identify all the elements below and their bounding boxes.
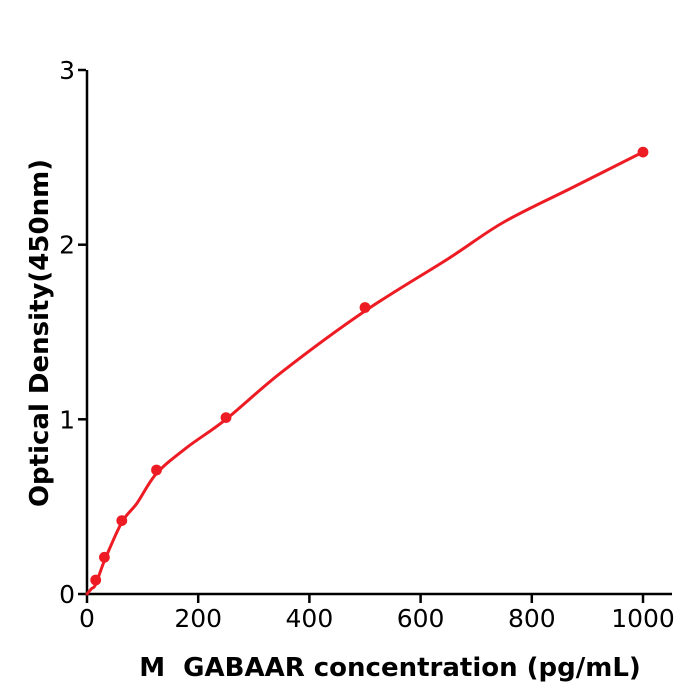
x-tick-label: 800 <box>508 604 556 633</box>
data-point <box>151 464 162 476</box>
x-tick-label: 400 <box>286 604 334 633</box>
data-point <box>359 302 371 313</box>
y-tick-label: 0 <box>59 580 75 609</box>
data-point <box>99 551 110 563</box>
data-point <box>90 574 102 586</box>
fit-curve <box>85 150 645 596</box>
data-point <box>220 412 232 423</box>
x-axis-title: M GABAAR concentration (pg/mL) <box>139 653 641 683</box>
y-tick-label: 1 <box>59 405 75 434</box>
x-tick-label: 0 <box>79 604 95 633</box>
x-tick-label: 1000 <box>611 604 675 633</box>
data-point <box>637 146 649 158</box>
x-tick-label: 200 <box>174 604 222 633</box>
data-point <box>116 515 128 526</box>
y-tick-label: 2 <box>59 231 75 260</box>
x-tick-label: 600 <box>397 604 445 633</box>
y-axis-title: Optical Density(450nm) <box>25 158 55 508</box>
y-tick-label: 3 <box>59 56 75 85</box>
